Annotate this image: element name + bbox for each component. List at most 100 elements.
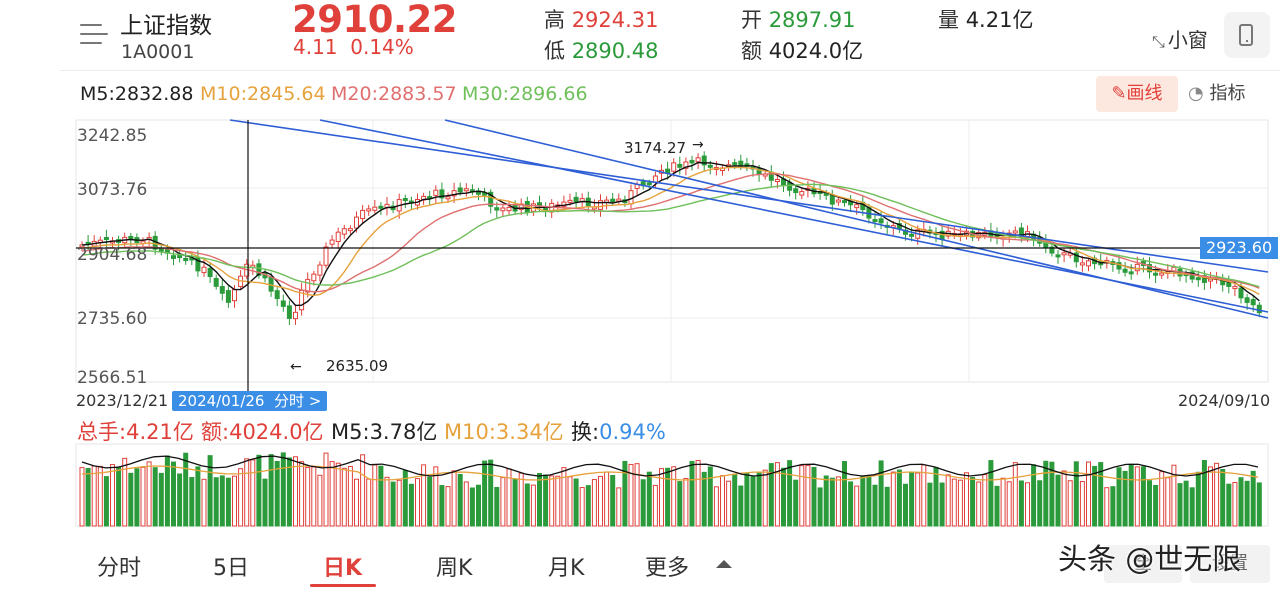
candle-body	[341, 228, 347, 235]
candle-body	[213, 278, 219, 287]
ma5-line	[81, 161, 1260, 307]
volume-bar	[439, 485, 445, 527]
candle-body	[732, 162, 738, 166]
candle-body	[305, 278, 311, 293]
volume-bar	[146, 461, 152, 527]
candle-body	[451, 190, 457, 197]
cursor-date-pill[interactable]: 2024/01/26 分时 >	[172, 391, 328, 411]
volume-bar	[421, 464, 427, 527]
volume-bar	[530, 484, 536, 527]
candle-body	[1250, 299, 1256, 306]
candle-body	[183, 257, 189, 261]
candle-body	[823, 192, 829, 196]
volume-bar	[225, 477, 231, 527]
volume-bar	[311, 466, 317, 527]
candle-body	[1061, 252, 1067, 256]
tab-weekly-k[interactable]: 周K	[436, 556, 473, 581]
candle-body	[1128, 271, 1134, 275]
channel-line-base	[80, 290, 1268, 300]
candle-body	[854, 204, 860, 209]
volume-m5-line	[81, 455, 1259, 477]
volume-bar	[964, 472, 969, 527]
candle-body	[1073, 252, 1079, 263]
candle-body	[360, 209, 366, 220]
volume-bar	[585, 485, 591, 527]
volume-bar	[896, 469, 902, 527]
volume-bar	[524, 483, 530, 527]
low-mark-label: 2635.09	[326, 357, 388, 375]
tab-5day[interactable]: 5日	[213, 556, 249, 581]
change-percent: 0.14%	[350, 35, 414, 59]
volume-bar	[323, 452, 329, 527]
ma20-label: M20:2883.57	[331, 83, 457, 105]
volume-bar	[689, 460, 695, 527]
candle-body	[329, 239, 335, 245]
volume-bar	[933, 466, 939, 527]
high-mark-arrow: →	[692, 137, 704, 153]
intraday-link[interactable]: 分时 >	[274, 392, 322, 410]
candle-body	[207, 267, 213, 278]
low-value: 2890.48	[571, 39, 659, 63]
volume-bar	[451, 470, 457, 527]
volume-bar	[207, 455, 213, 527]
volume-bars-layer	[79, 452, 1262, 527]
volume-bar	[878, 460, 884, 527]
volume-bar	[1110, 486, 1116, 527]
candle-body	[689, 159, 695, 164]
volume-m5-label: M5:3.78亿	[331, 420, 438, 444]
tab-more[interactable]: 更多	[645, 556, 690, 581]
volume-bar	[1250, 470, 1256, 527]
tab-monthly-k[interactable]: 月K	[548, 556, 585, 581]
candle-body	[799, 191, 805, 196]
volume-bar	[469, 487, 475, 527]
volume-bar	[921, 464, 927, 527]
candle-body	[286, 305, 292, 319]
volume-bar	[256, 454, 262, 527]
candle-body	[1232, 286, 1238, 290]
y-tick-1: 3242.85	[77, 126, 148, 146]
phone-icon[interactable]	[1224, 12, 1270, 58]
candle-body	[500, 207, 506, 212]
settings-button[interactable]: 设置	[1190, 545, 1270, 583]
candle-body	[567, 199, 573, 203]
volume-bar	[274, 460, 280, 527]
volume-bar	[1201, 460, 1207, 527]
volume-bar	[1238, 477, 1244, 527]
candle-body	[311, 273, 317, 282]
candles-layer	[79, 151, 1262, 325]
candle-body	[1238, 287, 1244, 299]
volume-bar	[793, 479, 799, 527]
volume-bar	[774, 462, 780, 527]
volume-bar	[652, 484, 658, 527]
volume-bar	[518, 472, 524, 527]
volume-bar	[1171, 464, 1177, 527]
menu-icon[interactable]	[80, 22, 108, 46]
volume-bar	[122, 457, 128, 527]
draw-line-button[interactable]: ✎画线	[1096, 76, 1178, 112]
volume-bar	[683, 477, 689, 527]
tab-daily-k[interactable]: 日K	[323, 556, 363, 581]
volume-bar	[134, 468, 140, 527]
volume-bar	[110, 464, 115, 527]
indicator-button[interactable]: ◔ 指标	[1188, 83, 1246, 104]
volume-bar	[1244, 480, 1250, 527]
candle-body	[1134, 263, 1140, 272]
volume-bar	[890, 471, 896, 527]
candle-body	[1116, 262, 1122, 270]
tab-intraday[interactable]: 分时	[97, 556, 142, 581]
volume-bar	[634, 463, 640, 527]
volume-bar	[476, 484, 481, 527]
volume-bar	[567, 476, 573, 527]
candle-body	[256, 263, 262, 276]
volume-bar	[537, 473, 542, 527]
fullscreen-button[interactable]: 全	[1104, 545, 1182, 583]
candle-body	[1012, 230, 1018, 234]
caret-up-icon[interactable]	[716, 560, 732, 568]
ma5-label: M5:2832.88	[80, 83, 194, 105]
kline-chart[interactable]: ← 2635.09 3174.27 →	[0, 0, 1280, 540]
volume-bar	[341, 467, 347, 527]
candle-body	[433, 189, 439, 196]
volume-bar	[1153, 484, 1159, 527]
y-tick-3: 2904.68	[77, 245, 148, 265]
mini-window-button[interactable]: ⤡ 小窗	[1152, 28, 1208, 52]
